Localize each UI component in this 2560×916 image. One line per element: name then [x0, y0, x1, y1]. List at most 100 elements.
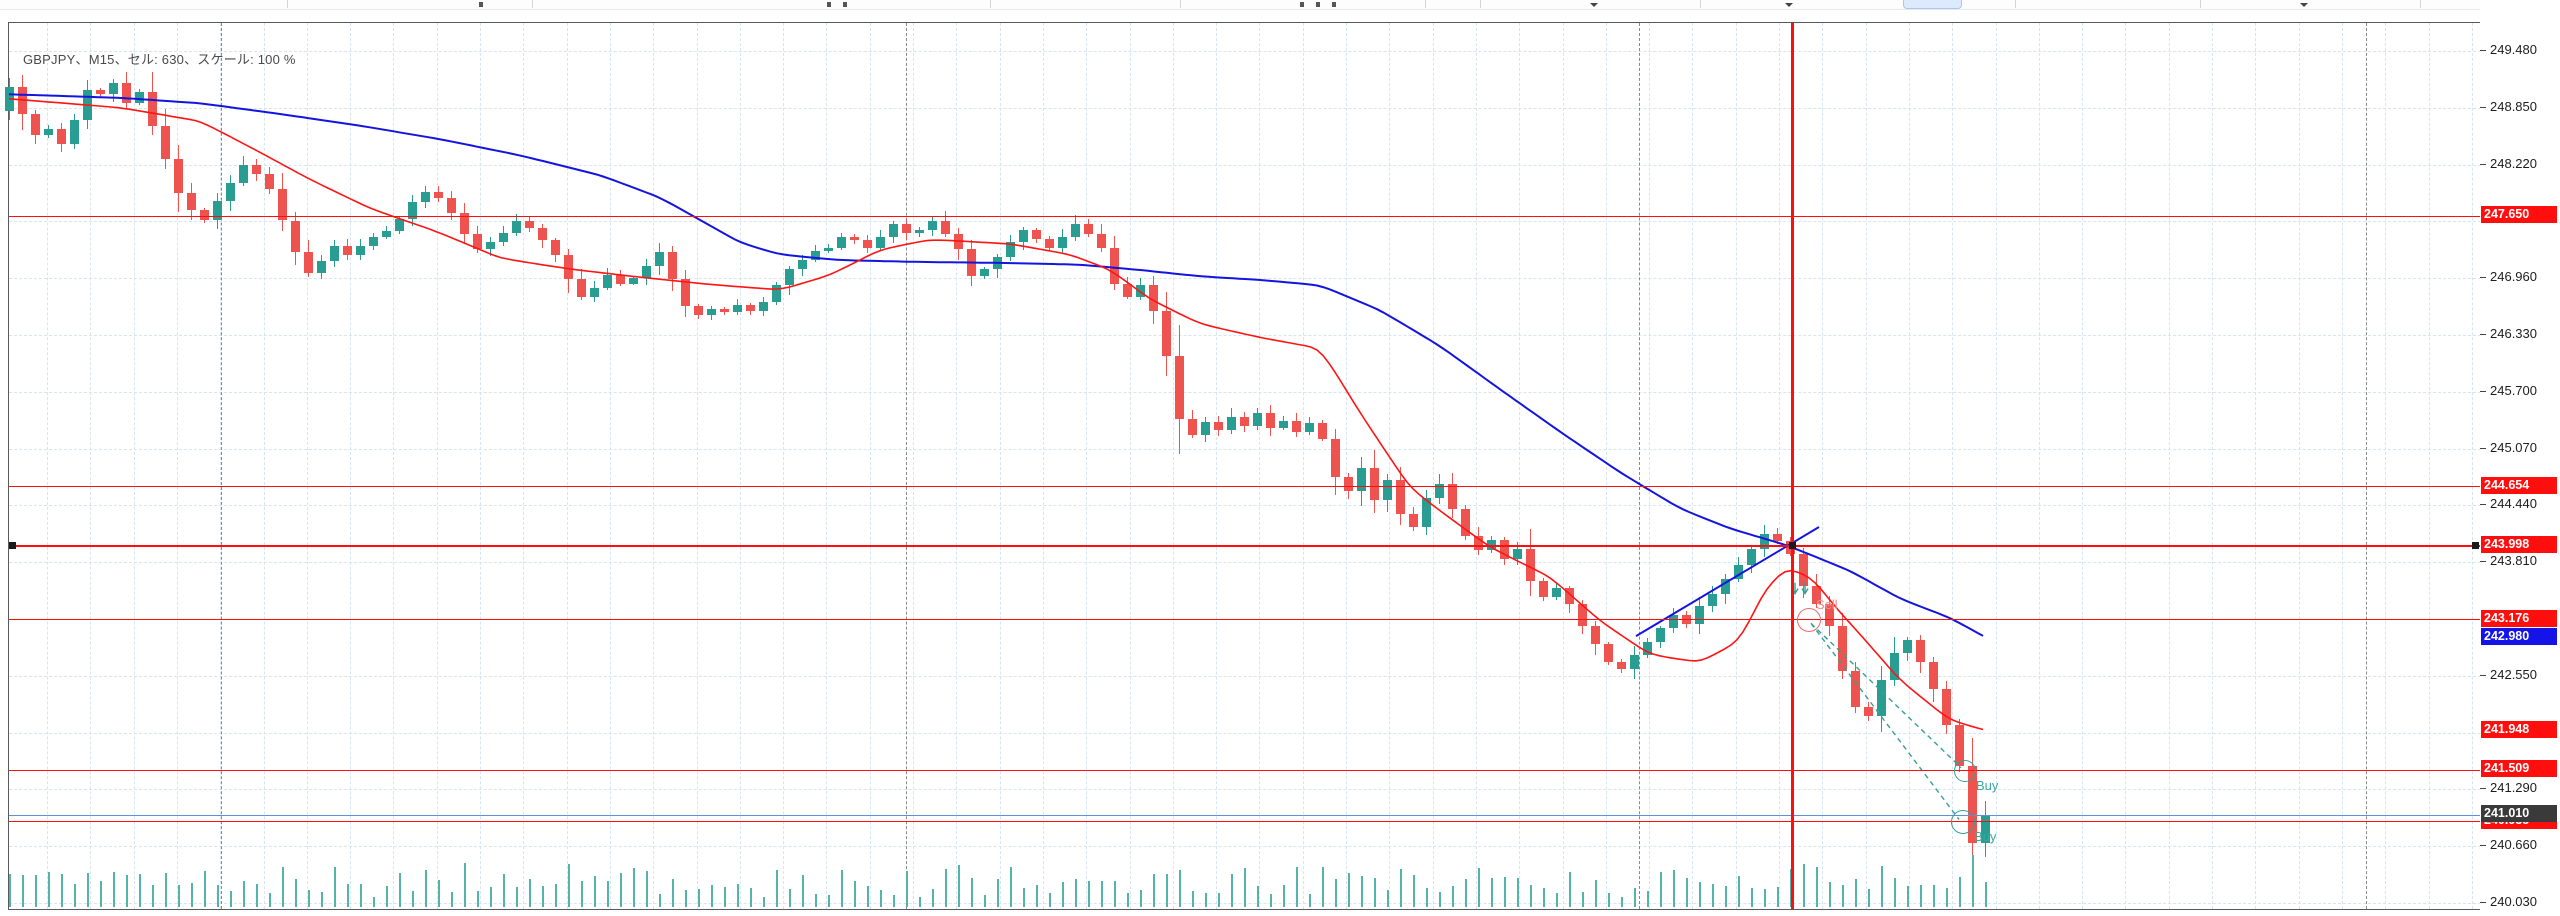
- grid-line-vertical: [1042, 23, 1044, 909]
- volume-bar: [542, 886, 544, 907]
- volume-bar: [1725, 885, 1727, 907]
- horizontal-line-object[interactable]: [9, 769, 2481, 771]
- volume-bar: [165, 872, 167, 907]
- candle-body: [1565, 588, 1574, 604]
- candle-body: [1006, 242, 1015, 257]
- candle-body: [135, 92, 144, 104]
- grid-line-vertical: [739, 23, 741, 909]
- volume-bar: [659, 893, 661, 907]
- volume-bar: [1205, 892, 1207, 907]
- toolbar-icon[interactable]: [1300, 2, 1304, 7]
- candle-body: [57, 128, 66, 144]
- volume-bar: [1439, 892, 1441, 907]
- grid-line-vertical: [956, 23, 958, 909]
- buy-close-marker[interactable]: [1954, 759, 1976, 782]
- axis-tick: [2480, 845, 2486, 847]
- toolbar-icon[interactable]: [827, 2, 831, 7]
- buy-close-marker[interactable]: [1951, 810, 1975, 835]
- toolbar-icon[interactable]: [1316, 2, 1320, 7]
- horizontal-line-object[interactable]: [9, 619, 2481, 621]
- horizontal-line-object[interactable]: [9, 215, 2481, 217]
- candle-body: [148, 92, 157, 126]
- toolbar-active-button[interactable]: [1903, 0, 1962, 9]
- candle-body: [44, 128, 53, 135]
- volume-bar: [1361, 875, 1363, 907]
- horizontal-line-object[interactable]: [9, 545, 2481, 548]
- volume-bar: [1504, 877, 1506, 907]
- volume-bar: [1920, 884, 1922, 907]
- axis-tick: [2480, 277, 2486, 279]
- volume-bar: [646, 870, 648, 907]
- volume-bar: [1244, 867, 1246, 907]
- candle-body: [551, 240, 560, 255]
- chart-plot-area[interactable]: Sell Buy Buy GBPJPY、M15、セル: 630、スケール: 100 …: [5, 22, 2482, 910]
- volume-bar: [1075, 878, 1077, 907]
- selection-handle[interactable]: [2472, 542, 2479, 550]
- volume-bar: [763, 896, 765, 907]
- candle-body: [1474, 536, 1483, 550]
- horizontal-line-object[interactable]: [9, 821, 2481, 823]
- price-axis[interactable]: 249.480 248.850 248.220 246.960 246.330 245.7…: [2480, 0, 2560, 916]
- grid-line-vertical: [176, 23, 178, 909]
- volume-bar: [126, 874, 128, 907]
- price-badge-red: 244.654: [2481, 476, 2557, 494]
- candle-body: [629, 278, 638, 284]
- volume-bar: [1192, 890, 1194, 907]
- volume-bar: [984, 894, 986, 907]
- candle-body: [486, 242, 495, 250]
- grid-line-vertical: [1129, 23, 1131, 909]
- toolbar-icon[interactable]: [479, 2, 483, 7]
- volume-bar: [1829, 882, 1831, 907]
- candle-body: [1071, 224, 1080, 237]
- candle-body: [1344, 477, 1353, 491]
- toolbar-separator: [532, 0, 533, 8]
- volume-bar: [594, 875, 596, 907]
- volume-bar: [1413, 875, 1415, 907]
- grid-line-horizontal: [9, 335, 2481, 336]
- period-separator: [2366, 23, 2367, 909]
- grid-line-vertical: [1908, 23, 1910, 909]
- period-separator: [906, 23, 907, 909]
- volume-bar: [1608, 893, 1610, 907]
- sell-entry-marker[interactable]: [1797, 608, 1821, 633]
- toolbar-icon[interactable]: [843, 2, 847, 7]
- volume-bar: [22, 875, 24, 907]
- grid-line-vertical: [1562, 23, 1564, 909]
- horizontal-line-object[interactable]: [9, 486, 2481, 488]
- volume-bar: [1465, 879, 1467, 907]
- price-tick-label: 249.480: [2490, 42, 2537, 57]
- candle-body: [1045, 238, 1054, 248]
- volume-bar: [35, 874, 37, 907]
- volume-bar: [477, 890, 479, 907]
- volume-bar: [854, 881, 856, 907]
- grid-line-vertical: [523, 23, 525, 909]
- candle-body: [395, 218, 404, 232]
- candle-body: [1630, 655, 1639, 670]
- grid-line-vertical: [1302, 23, 1304, 909]
- volume-bar: [893, 895, 895, 907]
- volume-bar: [1231, 874, 1233, 907]
- toolbar-icon[interactable]: [1332, 2, 1336, 7]
- chevron-down-icon[interactable]: [2300, 3, 2308, 7]
- selection-handle[interactable]: [9, 542, 16, 550]
- volume-bar: [828, 895, 830, 907]
- candle-body: [759, 301, 768, 311]
- candle-body: [1916, 639, 1925, 663]
- chevron-down-icon[interactable]: [1785, 3, 1793, 7]
- volume-bar: [1894, 878, 1896, 907]
- candle-body: [109, 83, 118, 95]
- grid-line-vertical: [1995, 23, 1997, 909]
- candle-body: [1838, 626, 1847, 672]
- grid-line-vertical: [436, 23, 438, 909]
- vertical-line-object[interactable]: [1791, 23, 1794, 909]
- top-toolbar[interactable]: [0, 0, 2560, 10]
- volume-bar: [1166, 874, 1168, 907]
- volume-bar: [1309, 893, 1311, 907]
- selection-handle[interactable]: [1789, 542, 1796, 550]
- candle-body: [928, 220, 937, 230]
- chevron-down-icon[interactable]: [1590, 3, 1598, 7]
- grid-line-vertical: [220, 23, 222, 909]
- candle-body: [1747, 548, 1756, 565]
- candle-body: [1773, 534, 1782, 541]
- volume-bar: [269, 893, 271, 907]
